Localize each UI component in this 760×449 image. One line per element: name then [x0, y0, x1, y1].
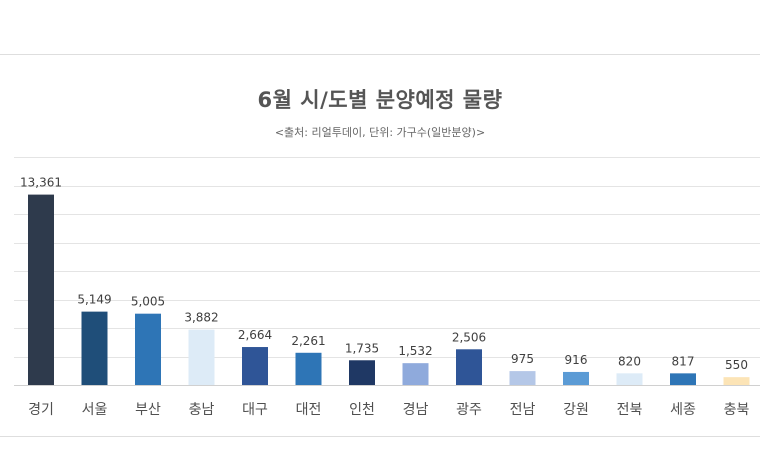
bar-14 — [723, 377, 750, 385]
chart-subtitle: <출처: 리얼투데이, 단위: 가구수(일반분양)> — [274, 126, 486, 139]
category-label: 충남 — [189, 402, 215, 418]
category-label: 세종 — [670, 402, 696, 418]
value-label: 2,664 — [238, 328, 272, 342]
chart-title: 6월 시/도별 분양예정 물량 — [257, 88, 503, 112]
category-label: 경남 — [403, 402, 429, 418]
bar-7 — [349, 360, 375, 385]
bar-8 — [402, 363, 429, 385]
bar-10 — [509, 371, 536, 385]
bar-5 — [242, 347, 268, 385]
category-label: 인천 — [349, 402, 375, 418]
category-label: 강원 — [563, 402, 589, 418]
value-label: 975 — [511, 352, 534, 366]
bar-1 — [28, 194, 54, 385]
bar-9 — [456, 349, 482, 385]
value-label: 2,506 — [452, 330, 486, 344]
bar-12 — [616, 373, 643, 385]
category-label: 전남 — [510, 402, 536, 418]
value-label: 1,532 — [398, 344, 432, 358]
category-label: 광주 — [456, 402, 482, 418]
value-label: 13,361 — [20, 176, 62, 190]
category-label: 충북 — [724, 402, 750, 418]
value-label: 5,149 — [77, 293, 111, 307]
value-label: 5,005 — [131, 295, 165, 309]
value-label: 550 — [725, 358, 748, 372]
category-label: 대전 — [296, 402, 322, 418]
top-divider — [0, 54, 760, 55]
bar-11 — [563, 371, 589, 385]
bar-13 — [670, 373, 696, 385]
value-label: 1,735 — [345, 341, 379, 355]
value-label: 820 — [618, 354, 641, 368]
bottom-divider — [0, 436, 760, 437]
value-label: 2,261 — [291, 334, 325, 348]
value-label: 916 — [565, 353, 588, 367]
bar-4 — [188, 329, 215, 385]
bar-2 — [81, 311, 108, 385]
category-label: 부산 — [135, 402, 161, 418]
bar-3 — [135, 313, 161, 385]
category-label: 대구 — [242, 402, 268, 418]
category-label: 전북 — [617, 402, 643, 418]
category-label: 서울 — [82, 402, 108, 418]
gridlines — [14, 157, 760, 358]
bar-6 — [295, 352, 322, 385]
category-label: 경기 — [28, 402, 54, 418]
value-label: 817 — [672, 354, 695, 368]
value-label: 3,882 — [184, 311, 218, 325]
